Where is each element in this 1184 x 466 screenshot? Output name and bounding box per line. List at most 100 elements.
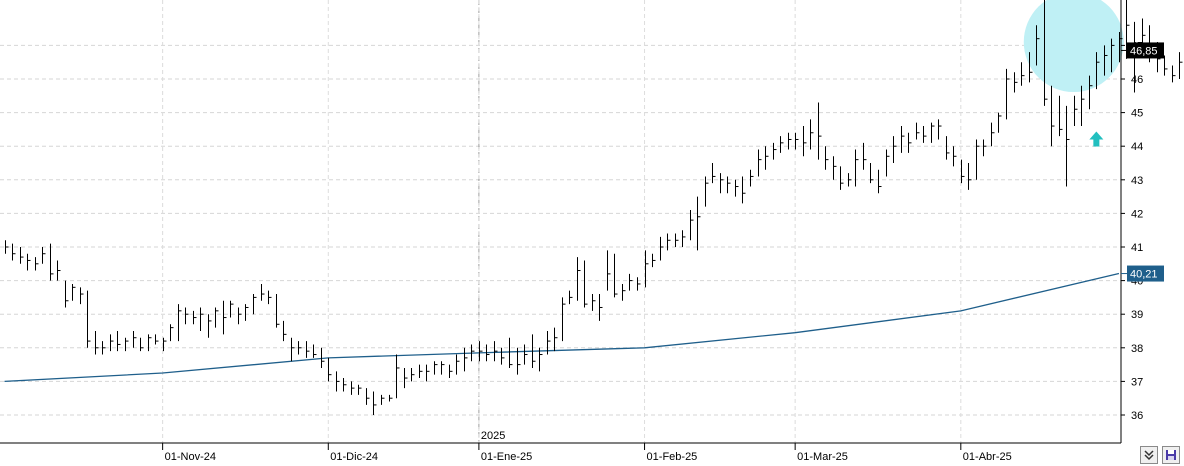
price-bar	[419, 364, 423, 379]
price-bar	[931, 122, 935, 143]
x-tick-label: 01-Mar-25	[797, 451, 848, 463]
x-tick-label: 01-Abr-25	[963, 451, 1012, 463]
price-bar	[788, 132, 792, 150]
price-bar	[848, 173, 852, 187]
price-bar	[72, 283, 76, 301]
y-tick-label: 37	[1131, 376, 1143, 388]
highlight-circle	[1023, 0, 1124, 93]
price-bar	[1111, 38, 1115, 73]
price-bar	[1059, 95, 1063, 137]
price-bar	[57, 260, 61, 281]
price-bar	[833, 156, 837, 180]
price-bar	[682, 230, 686, 247]
price-badges: 46,85 40,21	[1121, 42, 1164, 282]
price-bar	[577, 257, 581, 301]
price-bar	[547, 331, 551, 355]
up-arrow-icon	[1089, 131, 1104, 147]
year-label: 2025	[481, 430, 505, 442]
price-bar	[178, 304, 182, 342]
price-bar	[607, 250, 611, 291]
price-bar	[215, 307, 219, 328]
price-bar	[306, 341, 310, 358]
price-bar	[584, 260, 588, 308]
price-bar	[441, 361, 445, 375]
price-bar	[117, 331, 121, 352]
price-bar	[562, 297, 566, 342]
price-bar	[735, 179, 739, 197]
price-bar	[697, 196, 701, 251]
price-bar	[336, 371, 340, 392]
x-tick-label: 01-Feb-25	[647, 451, 698, 463]
price-bar	[65, 280, 69, 308]
price-bar	[125, 337, 129, 352]
price-bar	[185, 307, 189, 325]
price-bar	[261, 283, 265, 301]
price-bar	[486, 344, 490, 362]
price-bar	[50, 243, 54, 281]
y-tick-label: 44	[1131, 141, 1143, 153]
price-bar	[599, 294, 603, 321]
price-bar	[80, 287, 84, 305]
price-bar	[494, 341, 498, 362]
price-bar	[1172, 65, 1176, 83]
price-bar	[328, 357, 332, 382]
y-tick-label: 42	[1131, 208, 1143, 220]
price-bar	[434, 361, 438, 375]
price-bar	[389, 394, 393, 402]
price-bar	[569, 290, 573, 305]
price-bar	[110, 334, 114, 352]
price-bar	[1089, 75, 1093, 110]
price-bar	[42, 247, 46, 264]
price-bar	[449, 364, 453, 379]
price-badge	[1127, 42, 1164, 59]
y-tick-label: 39	[1131, 309, 1143, 321]
price-bar	[253, 294, 257, 315]
price-bar	[916, 122, 920, 140]
price-bar	[1179, 52, 1183, 79]
price-bar	[690, 210, 694, 241]
price-bar	[720, 173, 724, 194]
price-bar	[283, 320, 287, 342]
price-bar	[705, 176, 709, 207]
price-bar	[501, 347, 505, 365]
price-bar	[155, 334, 159, 345]
moving-average-line	[4, 272, 1120, 383]
price-bar	[35, 257, 39, 271]
price-bar	[208, 314, 212, 338]
price-bar	[758, 149, 762, 177]
price-bar	[381, 394, 385, 405]
price-bar	[946, 136, 950, 160]
price-bar	[886, 149, 890, 177]
price-bar	[456, 354, 460, 375]
price-bar	[765, 146, 769, 170]
price-bar	[901, 126, 905, 153]
price-bar	[140, 337, 144, 352]
y-tick-label: 41	[1131, 242, 1143, 254]
price-bar	[163, 337, 167, 352]
y-axis-tick-labels: 363738394041424344454647	[1131, 40, 1143, 422]
price-bar	[1074, 95, 1078, 127]
price-bar	[976, 139, 980, 180]
price-badge-label: 40,21	[1130, 269, 1158, 281]
price-bar	[268, 290, 272, 305]
price-bar	[968, 163, 972, 190]
y-tick-label: 43	[1131, 175, 1143, 187]
price-bar	[509, 337, 513, 368]
price-bar	[1104, 45, 1108, 76]
price-bar	[245, 304, 249, 321]
price-bar	[12, 243, 16, 261]
price-bar	[795, 132, 799, 150]
price-bar	[238, 307, 242, 325]
save-button[interactable]	[1162, 446, 1180, 464]
price-bar	[592, 294, 596, 311]
collapse-panel-button[interactable]	[1140, 446, 1158, 464]
price-bar	[1081, 85, 1085, 127]
price-bar	[1126, 0, 1130, 59]
price-bar	[1051, 85, 1055, 147]
price-bar	[727, 176, 731, 194]
moving-average-layer	[4, 272, 1120, 383]
price-bar	[645, 250, 649, 288]
price-bar	[870, 163, 874, 184]
price-bar	[742, 176, 746, 204]
